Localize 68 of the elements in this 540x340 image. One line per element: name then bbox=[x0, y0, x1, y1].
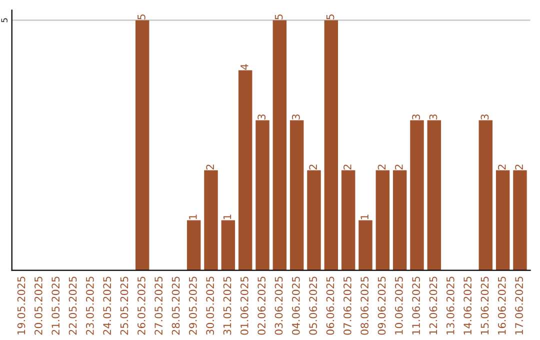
bar bbox=[324, 20, 338, 270]
x-tick-label: 21.05.2025 bbox=[52, 276, 60, 335]
x-tick-label: 09.06.2025 bbox=[378, 276, 386, 335]
data-label: 1 bbox=[360, 214, 368, 220]
bar bbox=[496, 170, 510, 270]
x-tick-label: 28.05.2025 bbox=[172, 276, 180, 335]
data-label: 5 bbox=[274, 14, 283, 20]
data-label: 2 bbox=[206, 164, 214, 170]
x-tick-label: 29.05.2025 bbox=[188, 276, 197, 335]
data-label: 4 bbox=[240, 64, 248, 70]
bar bbox=[307, 170, 321, 270]
data-label: 5 bbox=[138, 14, 146, 20]
data-label: 3 bbox=[292, 114, 300, 120]
x-tick-label: 03.06.2025 bbox=[274, 276, 283, 335]
bar bbox=[513, 170, 527, 270]
bar bbox=[478, 120, 493, 270]
x-tick-label: 05.06.2025 bbox=[309, 276, 318, 335]
x-tick-label: 11.06.2025 bbox=[412, 276, 420, 334]
data-label: 1 bbox=[189, 214, 197, 220]
x-tick-label: 30.05.2025 bbox=[206, 276, 214, 335]
bar bbox=[256, 120, 270, 270]
x-tick-label: 16.06.2025 bbox=[498, 276, 506, 334]
data-label: 5 bbox=[326, 14, 334, 20]
data-label: 2 bbox=[515, 164, 523, 170]
data-label: 2 bbox=[343, 164, 352, 170]
data-label: 2 bbox=[394, 164, 403, 170]
data-label: 3 bbox=[258, 114, 266, 120]
x-tick-label: 10.06.2025 bbox=[394, 276, 403, 334]
x-tick-label: 27.05.2025 bbox=[154, 276, 163, 335]
data-label: 2 bbox=[498, 164, 506, 170]
x-tick-label: 31.05.2025 bbox=[223, 276, 232, 335]
bar bbox=[410, 120, 424, 270]
x-tick-label: 26.05.2025 bbox=[137, 276, 146, 335]
bar bbox=[341, 170, 356, 270]
x-tick-label: 14.06.2025 bbox=[464, 276, 472, 334]
x-tick-label: 20.05.2025 bbox=[34, 276, 42, 335]
x-tick-label: 22.05.2025 bbox=[68, 276, 77, 335]
data-label: 1 bbox=[223, 214, 232, 220]
bar bbox=[221, 220, 236, 270]
data-label: 3 bbox=[429, 114, 438, 120]
x-tick-label: 24.05.2025 bbox=[103, 276, 112, 335]
x-tick-label: 12.06.2025 bbox=[429, 276, 438, 334]
x-tick-label: 19.05.2025 bbox=[17, 276, 26, 334]
x-tick-label: 13.06.2025 bbox=[446, 276, 454, 334]
data-label: 2 bbox=[309, 164, 317, 170]
x-tick-label: 23.05.2025 bbox=[86, 276, 94, 335]
x-tick-label: 04.06.2025 bbox=[292, 276, 300, 335]
bar bbox=[392, 170, 407, 270]
x-tick-label: 08.06.2025 bbox=[360, 276, 369, 335]
bar bbox=[186, 220, 201, 270]
bar bbox=[290, 120, 304, 270]
x-tick-label: 15.06.2025 bbox=[480, 276, 489, 334]
x-tick-label: 07.06.2025 bbox=[343, 276, 352, 335]
bar bbox=[272, 20, 287, 270]
bar bbox=[376, 170, 390, 270]
data-label: 2 bbox=[378, 164, 386, 170]
x-tick-label: 02.06.2025 bbox=[258, 276, 266, 335]
x-tick-label: 25.05.2025 bbox=[120, 276, 128, 335]
x-tick-label: 17.06.2025 bbox=[515, 276, 524, 334]
data-label: 3 bbox=[412, 114, 420, 120]
bar bbox=[135, 20, 150, 270]
bar bbox=[427, 120, 442, 270]
x-tick-label: 01.06.2025 bbox=[240, 276, 248, 335]
bar bbox=[204, 170, 218, 270]
bar bbox=[238, 70, 252, 270]
bar bbox=[358, 220, 372, 270]
data-label: 3 bbox=[480, 114, 489, 120]
x-tick-label: 06.06.2025 bbox=[326, 276, 334, 335]
